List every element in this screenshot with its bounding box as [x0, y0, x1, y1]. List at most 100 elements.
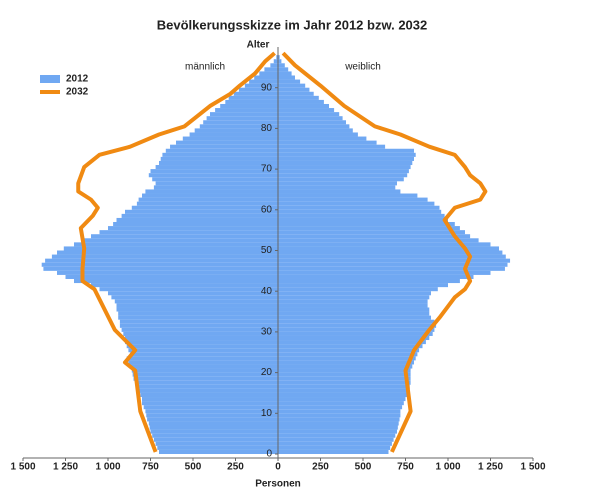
bar [155, 165, 278, 170]
bar [176, 140, 278, 145]
bar [153, 185, 278, 190]
bar [278, 234, 471, 239]
bar [278, 433, 396, 438]
bar [118, 315, 278, 320]
x-axis-label: Personen [255, 479, 301, 490]
bar [278, 144, 386, 149]
bar [121, 327, 278, 332]
bar [264, 67, 278, 72]
bar [126, 356, 278, 361]
bar [150, 429, 278, 434]
bar [138, 197, 278, 202]
line [76, 51, 276, 453]
y-axis-label: Alter [247, 40, 270, 51]
bar [278, 340, 426, 345]
bar [278, 148, 414, 153]
bar [210, 112, 278, 117]
bar [153, 437, 278, 442]
bar [199, 124, 278, 129]
bar [130, 364, 278, 369]
bar [111, 295, 279, 300]
bar [278, 230, 465, 235]
bar [278, 87, 310, 92]
bar [278, 136, 367, 141]
bar [244, 83, 278, 88]
bar [74, 278, 278, 284]
bar [278, 397, 406, 402]
bar [147, 417, 278, 422]
bar [259, 71, 278, 76]
bar [142, 401, 278, 406]
bar [270, 63, 278, 68]
bar [160, 156, 278, 161]
bar [278, 405, 403, 410]
bar [278, 364, 413, 369]
bar [278, 197, 428, 202]
bar [278, 79, 301, 84]
bar [125, 209, 278, 214]
x-tick-label: 1 250 [478, 462, 503, 473]
bar [278, 128, 353, 133]
bar [150, 169, 278, 174]
y-tick-label: 90 [261, 82, 273, 93]
bar [278, 413, 401, 418]
bar [45, 258, 278, 263]
bar [152, 433, 278, 438]
bar [136, 384, 278, 389]
bar [278, 417, 400, 422]
bar [116, 217, 278, 223]
bar [74, 242, 278, 247]
bar [157, 445, 278, 450]
bar [278, 287, 438, 292]
bar [162, 152, 278, 157]
bar [215, 108, 278, 113]
bar [131, 205, 278, 210]
x-tick-label: 1 000 [95, 462, 120, 473]
bar [278, 368, 411, 373]
bar [125, 340, 278, 345]
bar [278, 376, 411, 381]
bar [149, 425, 278, 430]
bar [116, 307, 278, 312]
bar [278, 323, 437, 328]
bar [278, 99, 324, 104]
bar [278, 112, 340, 117]
y-tick-label: 50 [261, 245, 273, 256]
bar [278, 352, 418, 357]
bar [278, 421, 399, 426]
y-tick-label: 80 [261, 123, 273, 134]
bar [99, 230, 278, 235]
x-tick-label: 750 [397, 462, 414, 473]
x-tick-label: 1 500 [520, 462, 545, 473]
x-tick-label: 750 [142, 462, 159, 473]
bar [119, 323, 279, 328]
bar [143, 405, 278, 410]
bar [278, 152, 416, 157]
x-tick-label: 500 [185, 462, 202, 473]
bar [121, 213, 278, 218]
bar [278, 344, 423, 349]
bar [278, 425, 398, 430]
bar [278, 116, 343, 121]
male-label: männlich [185, 62, 225, 73]
bar [278, 71, 292, 76]
bar [278, 441, 392, 446]
x-tick-label: 0 [275, 462, 281, 473]
bar [119, 319, 279, 324]
bar [233, 91, 278, 96]
bar [278, 258, 511, 263]
y-tick-label: 20 [261, 367, 273, 378]
y-tick-label: 30 [261, 327, 273, 338]
bar [278, 91, 314, 96]
bar [146, 413, 278, 418]
bar [278, 169, 409, 174]
bar [278, 209, 442, 214]
bar [182, 136, 278, 141]
bar [278, 120, 346, 125]
x-tick-label: 1 000 [435, 462, 460, 473]
bar [135, 380, 278, 385]
x-tick-label: 250 [227, 462, 244, 473]
bar [194, 128, 278, 133]
bar [278, 132, 358, 137]
bar [138, 388, 278, 393]
